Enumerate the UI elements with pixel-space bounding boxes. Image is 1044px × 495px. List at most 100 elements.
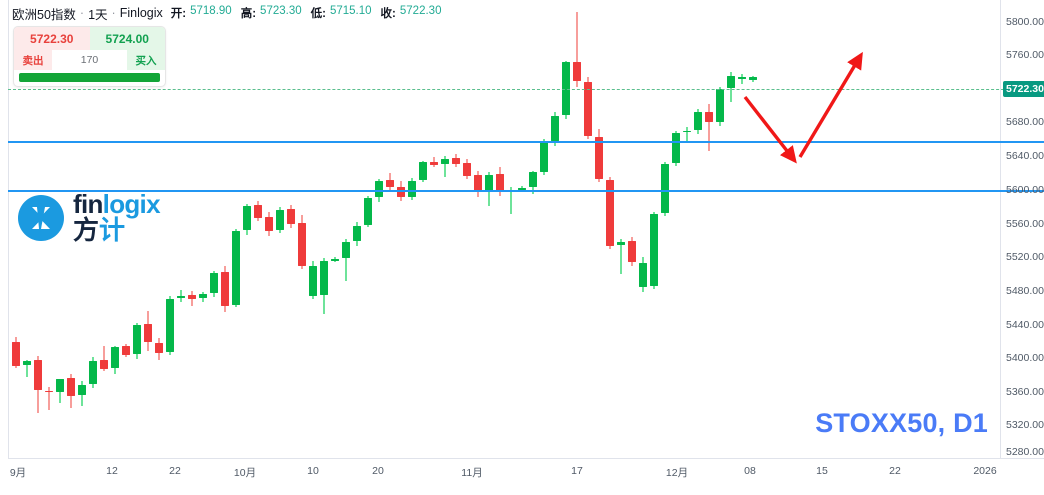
candle-body [749, 76, 757, 80]
timeframe-label[interactable]: 1天 [88, 7, 108, 22]
ohlc-open-key: 开: [170, 8, 187, 20]
candle-wick [103, 345, 105, 372]
quote-widget[interactable]: 5722.30 5724.00 卖出 170 买入 [13, 26, 166, 87]
candle-body [144, 323, 152, 343]
candle-wick [686, 127, 688, 141]
candlestick-series [12, 12, 757, 414]
candle [342, 238, 350, 281]
candle [254, 200, 262, 222]
chart-plot-area[interactable] [8, 0, 1000, 458]
candle-body [23, 361, 31, 365]
candle-body [133, 324, 141, 354]
candle-body [683, 130, 691, 133]
candle [584, 77, 592, 140]
candle [628, 237, 636, 266]
candle-body [177, 295, 185, 299]
candle-body [474, 174, 482, 193]
candle [386, 173, 394, 192]
price-axis[interactable]: 5800.00 5760.00 5680.00 5640.00 5600.00 5560.… [1001, 0, 1044, 458]
candle [573, 12, 581, 88]
time-tick: 2026 [973, 465, 997, 477]
time-tick: 08 [744, 465, 756, 477]
price-tick: 5640.00 [1006, 150, 1044, 162]
ohlc-high-value: 5723.30 [260, 5, 302, 17]
data-source-label: Finlogix [119, 6, 163, 20]
candle [441, 155, 449, 178]
ohlc-low: 低: 5715.10 [311, 5, 372, 21]
candle [232, 229, 240, 308]
ohlc-open: 开: 5718.90 [171, 5, 232, 21]
candle-body [496, 174, 504, 193]
candle-wick [620, 238, 622, 274]
candle [716, 87, 724, 126]
candle [419, 160, 427, 183]
candle-body [584, 81, 592, 136]
finlogix-logo: finlogix 方计 [18, 189, 161, 243]
candle-body [540, 141, 548, 172]
candle [89, 357, 97, 389]
candle [474, 170, 482, 198]
candle-body [309, 266, 317, 296]
candle [331, 257, 339, 263]
resistance-line[interactable] [8, 141, 1044, 143]
candle [34, 356, 42, 414]
candle-body [518, 188, 526, 190]
candle-body [529, 172, 537, 188]
wordmark-logix: logix [102, 189, 161, 219]
candle-wick [741, 74, 743, 85]
price-tick: 5280.00 [1006, 446, 1044, 458]
candle [364, 195, 372, 228]
candle-body [45, 390, 53, 393]
candle-body [298, 223, 306, 266]
wordmark-line-1: finlogix [73, 189, 161, 219]
candle [595, 129, 603, 183]
candle-body [694, 112, 702, 130]
candle-body [595, 136, 603, 180]
price-tick: 5360.00 [1006, 386, 1044, 398]
spread-value: 170 [52, 50, 127, 70]
symbol-name[interactable]: 欧洲50指数 [12, 7, 76, 22]
symbol-watermark: STOXX50, D1 [815, 408, 988, 438]
candle [353, 222, 361, 246]
candle [100, 345, 108, 372]
candle-body [727, 75, 735, 89]
candle [78, 381, 86, 407]
chart-header: 欧洲50指数 · 1天 · Finlogix 开: 5718.90 高: 572… [12, 5, 446, 22]
ohlc-high-key: 高: [240, 8, 257, 20]
candle-body [232, 230, 240, 305]
ohlc-low-key: 低: [310, 8, 326, 20]
candle-body [650, 214, 658, 287]
candle-wick [345, 238, 347, 281]
candle-body [661, 164, 669, 214]
quote-progress-bar [19, 73, 160, 82]
sell-button[interactable]: 卖出 [14, 50, 52, 70]
candle-body [716, 89, 724, 122]
buy-button[interactable]: 买入 [127, 50, 165, 70]
candle [210, 270, 218, 298]
finlogix-mark-icon [18, 194, 64, 241]
ohlc-close: 收: 5722.30 [381, 5, 442, 21]
candle-body [419, 162, 427, 180]
candle-wick [708, 104, 710, 151]
candle-body [551, 115, 559, 141]
candle [518, 185, 526, 191]
price-tick: 5480.00 [1006, 285, 1044, 297]
price-tick: 5440.00 [1006, 319, 1044, 331]
candle-body [265, 217, 273, 231]
candle [738, 74, 746, 85]
candle [12, 337, 20, 369]
candle-body [672, 133, 680, 164]
candle [133, 323, 141, 359]
time-axis[interactable]: 9月 12 22 10月 10 20 11月 17 12月 08 15 22 2026 [0, 459, 1044, 483]
ohlc-close-value: 5722.30 [399, 5, 442, 17]
candle [111, 346, 119, 374]
candle-body [287, 209, 295, 224]
buy-price[interactable]: 5724.00 [89, 27, 165, 50]
candle [221, 266, 229, 313]
wordmark-fin: fin [73, 189, 103, 219]
price-tick: 5800.00 [1006, 16, 1044, 28]
candle-body [628, 241, 636, 263]
sell-price[interactable]: 5722.30 [14, 27, 90, 50]
support-line[interactable] [8, 190, 1044, 192]
time-tick: 12月 [665, 467, 689, 479]
